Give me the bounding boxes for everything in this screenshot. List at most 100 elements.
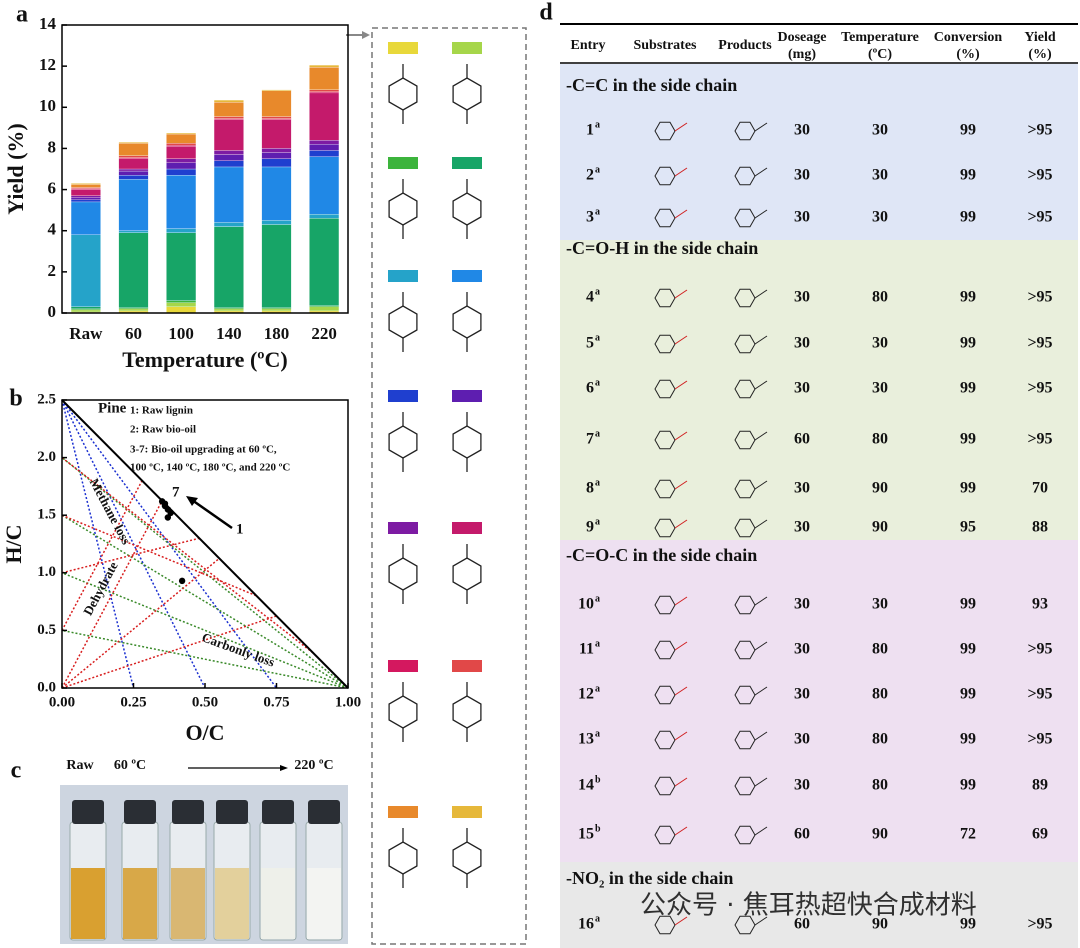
- bar-segment: [70, 309, 101, 313]
- structure-ring: [388, 192, 418, 226]
- structure-ring: [654, 288, 676, 308]
- bar-segment: [309, 214, 340, 219]
- structure-bond: [674, 209, 688, 219]
- y-tick-label: 8: [48, 137, 57, 156]
- entry-note: a: [595, 516, 600, 527]
- column-header: Substrates: [633, 38, 697, 53]
- cell: 88: [1032, 519, 1048, 536]
- cell: >95: [1027, 916, 1052, 933]
- bar-segment: [309, 150, 340, 157]
- legend-swatch: [452, 390, 482, 402]
- plot-frame: [61, 399, 349, 689]
- structure-ring: [388, 557, 418, 591]
- structure-ring: [388, 425, 418, 459]
- legend-swatch: [388, 157, 418, 169]
- cell: 80: [872, 686, 888, 703]
- y-tick-label: 0.0: [37, 679, 56, 695]
- vial-cap: [262, 800, 294, 824]
- bar-segment: [309, 218, 340, 306]
- bar-segment: [309, 144, 340, 151]
- structure-ring: [388, 695, 418, 729]
- bar-segment: [166, 143, 197, 146]
- annotation: Pine: [98, 400, 127, 416]
- x-tick-label: 60: [125, 324, 142, 343]
- cell: 99: [960, 686, 976, 703]
- cell: 30: [872, 380, 888, 397]
- photo-label: Raw: [66, 758, 94, 773]
- entry: 4: [586, 289, 594, 306]
- cell: 93: [1032, 596, 1048, 613]
- structure-bond: [754, 209, 768, 219]
- vial-cap: [72, 800, 104, 824]
- structure-ring: [734, 379, 756, 399]
- cell: 30: [872, 596, 888, 613]
- bar-segment: [70, 187, 101, 189]
- cell: 30: [794, 380, 810, 397]
- structure-ring: [734, 288, 756, 308]
- point: [178, 577, 186, 585]
- bar-segment: [309, 306, 340, 312]
- entry: 8: [586, 480, 594, 497]
- cell: 95: [960, 519, 976, 536]
- bar-segment: [261, 308, 292, 312]
- structure-bond: [754, 289, 768, 299]
- point: [164, 514, 172, 521]
- cell: 99: [960, 289, 976, 306]
- watermark: 公众号 · 焦耳热超快合成材料: [640, 891, 977, 921]
- bar-segment: [261, 119, 292, 149]
- bar-segment: [309, 156, 340, 215]
- bar-segment: [166, 228, 197, 233]
- structure-ring: [654, 121, 676, 141]
- structure-bond: [754, 596, 768, 606]
- cell: 30: [794, 335, 810, 352]
- cell: 30: [794, 122, 810, 139]
- guide-line: [61, 399, 206, 689]
- cell: 30: [794, 596, 810, 613]
- structure-ring: [388, 305, 418, 339]
- bar-segment: [213, 308, 244, 312]
- cell: 80: [872, 289, 888, 306]
- section-band: [560, 240, 1078, 540]
- bar-segment: [70, 183, 101, 185]
- structure-ring: [734, 479, 756, 499]
- bar-segment: [118, 230, 149, 233]
- structure-ring: [734, 640, 756, 660]
- structure-ring: [452, 425, 482, 459]
- structure-ring: [654, 479, 676, 499]
- cell: 99: [960, 122, 976, 139]
- cell: 69: [1032, 826, 1048, 843]
- cell: 99: [960, 777, 976, 794]
- entry-note: a: [595, 377, 600, 388]
- column-header: (ºC): [868, 47, 892, 62]
- cell: 90: [872, 519, 888, 536]
- y-tick-label: 10: [39, 96, 56, 115]
- bar-segment: [166, 133, 197, 144]
- structure-bond: [674, 380, 688, 390]
- cell: 99: [960, 335, 976, 352]
- bar-segment: [70, 188, 101, 190]
- structure-ring: [452, 695, 482, 729]
- structure-ring: [388, 77, 418, 111]
- column-header: (%): [1028, 47, 1052, 62]
- entry-note: a: [595, 119, 600, 130]
- cell: 30: [794, 289, 810, 306]
- photo-label: 220 ºC: [294, 758, 333, 773]
- cell: >95: [1027, 380, 1052, 397]
- section-band: [560, 540, 1078, 862]
- structure-ring: [654, 595, 676, 615]
- structure-bond: [754, 686, 768, 696]
- structure-ring: [734, 730, 756, 750]
- bar-segment: [118, 158, 149, 170]
- plot-frame: [61, 24, 349, 314]
- bar-segment: [70, 197, 101, 201]
- x-axis-label: Temperature (ºC): [122, 347, 288, 372]
- cell: 99: [960, 431, 976, 448]
- entry: 16: [578, 916, 594, 933]
- x-tick-label: 0.25: [120, 694, 146, 710]
- legend-swatch: [388, 270, 418, 282]
- cell: 60: [794, 431, 810, 448]
- bar-segment: [213, 150, 244, 155]
- structure-bond: [754, 167, 768, 177]
- cell: 30: [794, 777, 810, 794]
